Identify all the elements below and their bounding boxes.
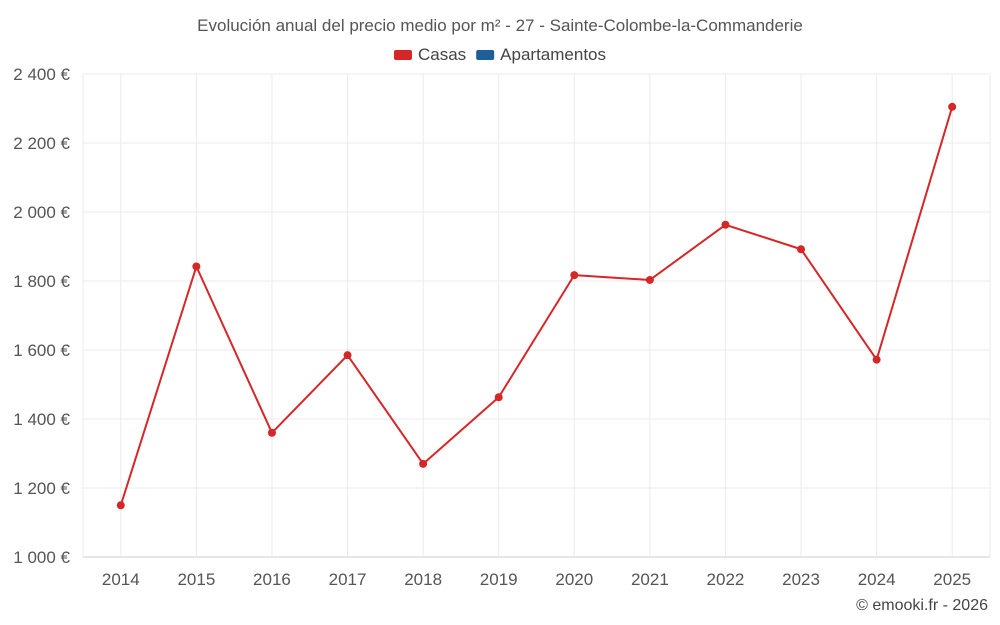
credit-text: © emooki.fr - 2026 — [856, 597, 988, 614]
x-tick-label: 2014 — [102, 570, 140, 589]
legend-item-casas[interactable]: Casas — [393, 45, 466, 64]
legend-label: Casas — [418, 45, 466, 64]
x-tick-label: 2025 — [933, 570, 971, 589]
legend-label: Apartamentos — [500, 45, 606, 64]
data-point[interactable] — [872, 355, 881, 364]
y-tick-label: 2 200 € — [13, 134, 70, 153]
x-tick-label: 2022 — [707, 570, 745, 589]
data-point[interactable] — [267, 428, 276, 437]
x-tick-label: 2015 — [177, 570, 215, 589]
y-tick-label: 1 400 € — [13, 410, 70, 429]
legend-item-apartamentos[interactable]: Apartamentos — [476, 45, 606, 64]
series-line-casas — [119, 106, 954, 506]
data-point[interactable] — [494, 393, 503, 402]
data-point[interactable] — [570, 271, 579, 280]
legend: Casas Apartamentos — [393, 45, 606, 64]
y-axis-ticks: 1 000 € 1 200 € 1 400 € 1 600 € 1 800 € 2 000… — [13, 65, 70, 567]
x-tick-label: 2016 — [253, 570, 291, 589]
x-tick-label: 2018 — [404, 570, 442, 589]
data-point[interactable] — [192, 262, 201, 271]
legend-swatch — [393, 50, 412, 60]
y-tick-label: 2 000 € — [13, 203, 70, 222]
x-tick-label: 2024 — [858, 570, 896, 589]
y-tick-label: 1 000 € — [13, 548, 70, 567]
data-point[interactable] — [797, 245, 806, 254]
data-point[interactable] — [948, 102, 957, 111]
data-point[interactable] — [645, 275, 654, 284]
data-point[interactable] — [116, 501, 125, 510]
grid-lines — [82, 73, 991, 558]
y-tick-label: 1 200 € — [13, 479, 70, 498]
y-tick-label: 1 800 € — [13, 272, 70, 291]
legend-swatch — [476, 50, 495, 60]
y-tick-label: 2 400 € — [13, 65, 70, 84]
chart-title: Evolución anual del precio medio por m² … — [197, 16, 803, 35]
data-point[interactable] — [721, 220, 730, 229]
series-group — [116, 102, 957, 510]
x-tick-label: 2023 — [782, 570, 820, 589]
y-tick-label: 1 600 € — [13, 341, 70, 360]
x-tick-label: 2021 — [631, 570, 669, 589]
x-tick-label: 2020 — [555, 570, 593, 589]
x-tick-label: 2019 — [480, 570, 518, 589]
x-tick-label: 2017 — [329, 570, 367, 589]
data-point[interactable] — [343, 351, 352, 360]
x-axis-ticks: 2014 2015 2016 2017 2018 2019 2020 2021 2022 2023… — [102, 570, 971, 589]
data-point[interactable] — [419, 459, 428, 468]
